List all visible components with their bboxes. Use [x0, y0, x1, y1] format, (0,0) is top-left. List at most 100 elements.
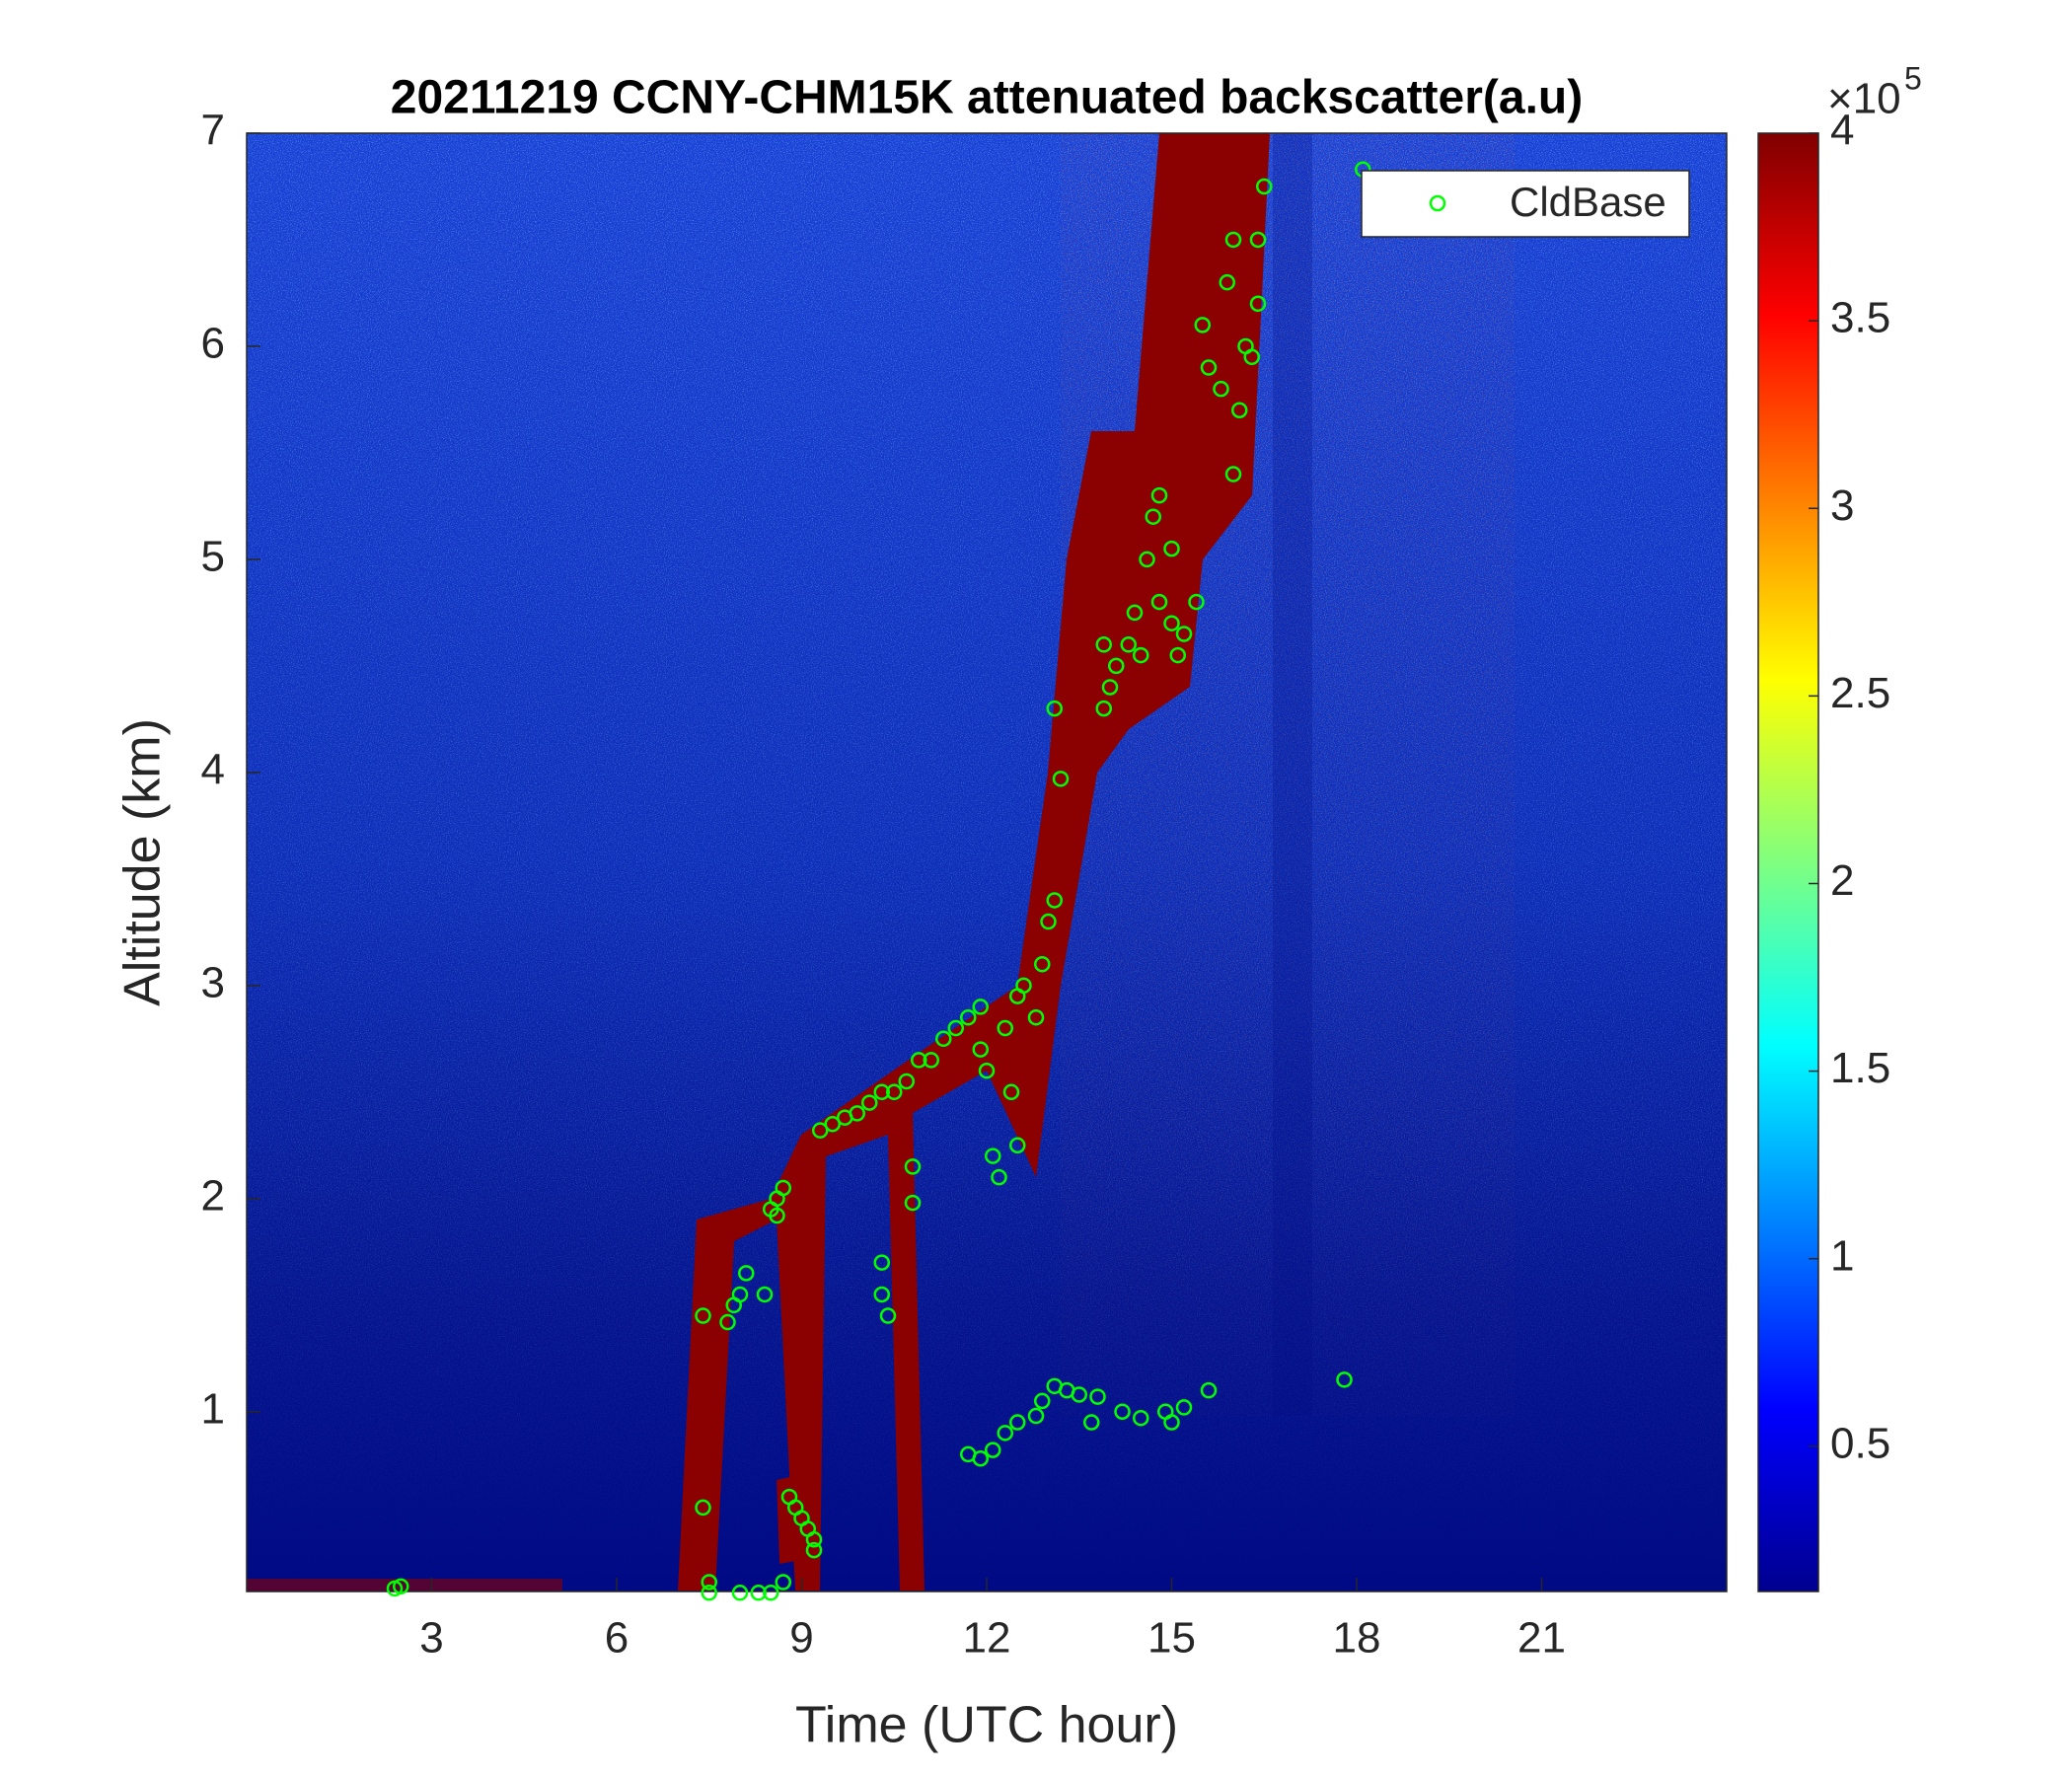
cloud-base-point — [1175, 1399, 1193, 1416]
chart-title: 20211219 CCNY-CHM15K attenuated backscat… — [391, 72, 1583, 124]
cloud-base-point — [849, 1105, 865, 1122]
cloud-base-point — [1175, 626, 1193, 642]
cloud-base-point — [701, 1585, 717, 1601]
colorbar-tick-label: 1.5 — [1830, 1044, 1890, 1092]
cloud-base-point — [731, 1286, 749, 1303]
cloud-base-point — [972, 1041, 989, 1058]
y-tick-label: 6 — [201, 320, 225, 368]
cloud-base-point — [1027, 1008, 1045, 1026]
cloud-base-point — [1150, 593, 1168, 611]
cloud-base-point — [923, 1052, 939, 1069]
y-tick-label: 3 — [201, 958, 225, 1006]
cloud-base-point — [904, 1194, 922, 1212]
cloud-base-point — [1052, 771, 1070, 787]
cloud-base-point — [775, 1179, 791, 1197]
colorbar-tick-label: 2.5 — [1830, 669, 1890, 717]
cloud-base-point — [960, 1008, 977, 1026]
x-tick-label: 6 — [605, 1614, 629, 1663]
colorbar-tick-label: 2 — [1830, 856, 1854, 905]
y-tick-label: 5 — [201, 533, 225, 581]
x-tick-label: 3 — [419, 1614, 443, 1663]
colorbar — [1757, 132, 1819, 1592]
cloud-base-point — [1224, 231, 1242, 249]
cloud-base-point — [1009, 1414, 1026, 1431]
cloud-base-point — [719, 1313, 736, 1331]
legend-marker — [1429, 194, 1446, 212]
cloud-base-point — [972, 1449, 989, 1467]
cloud-base-point — [978, 1062, 996, 1079]
cloud-base-point — [805, 1531, 823, 1548]
cloud-base-point — [861, 1094, 878, 1111]
x-tick-label: 9 — [789, 1614, 813, 1663]
cloud-base-point — [873, 1286, 890, 1303]
cloud-base-point — [1219, 273, 1235, 291]
cloud-base-points — [386, 161, 1371, 1601]
cloud-base-point — [1200, 359, 1218, 376]
cloud-base-point — [873, 1083, 890, 1101]
cloud-base-point — [1095, 636, 1112, 653]
cloud-base-point — [731, 1585, 749, 1601]
cloud-base-point — [769, 1207, 785, 1224]
legend-box — [1361, 170, 1690, 238]
cloud-base-point — [1034, 955, 1051, 973]
cloud-base-point — [695, 1307, 711, 1324]
cloud-base-point — [1194, 317, 1211, 333]
cloud-base-point — [1002, 1083, 1020, 1101]
cloud-base-point — [750, 1585, 767, 1601]
cloud-base-point — [1169, 646, 1186, 664]
colorbar-tick-label: 3 — [1830, 481, 1854, 530]
cloud-base-point — [1071, 1386, 1087, 1403]
cloud-base-point — [1133, 646, 1149, 664]
cloud-base-point — [393, 1578, 409, 1595]
cloud-base-point — [738, 1265, 755, 1282]
cloud-base-point — [904, 1158, 922, 1175]
legend: CldBase — [1361, 170, 1690, 238]
cloud-base-point — [1133, 1409, 1149, 1427]
x-axis-label: Time (UTC hour) — [795, 1697, 1178, 1754]
cloud-base-point — [1213, 380, 1229, 398]
cloud-base-point — [1126, 604, 1144, 622]
y-tick-label: 1 — [201, 1384, 225, 1433]
backscatter-image — [247, 133, 1727, 1591]
cloud-base-point — [1249, 295, 1267, 313]
cloud-base-point — [1108, 657, 1125, 675]
cloud-base-point — [1040, 913, 1057, 930]
y-tick-label: 4 — [201, 745, 225, 793]
cloud-base-point — [873, 1254, 890, 1271]
cloud-base-point — [879, 1307, 897, 1324]
cloud-base-point — [805, 1541, 823, 1559]
cloud-base-point — [1150, 486, 1168, 504]
cloud-base-point — [1224, 466, 1242, 482]
cloud-base-point — [991, 1168, 1007, 1186]
cloud-base-point — [1336, 1371, 1353, 1388]
y-axis-label: Altitude (km) — [114, 718, 172, 1006]
cloud-base-point — [1163, 540, 1180, 557]
cloud-base-point — [775, 1574, 791, 1591]
cloud-base-point — [947, 1019, 964, 1037]
cloud-base-point — [1163, 615, 1180, 631]
x-tick-label: 15 — [1147, 1614, 1196, 1663]
cloud-base-point — [997, 1019, 1013, 1037]
y-tick-label: 2 — [201, 1171, 225, 1220]
colorbar-exponent: 5 — [1904, 60, 1922, 96]
cloud-base-point — [695, 1499, 711, 1517]
cloud-base-point — [824, 1115, 841, 1133]
cloud-base-point — [1163, 1414, 1180, 1431]
cloud-base-point — [701, 1574, 717, 1591]
cloud-base-point — [1200, 1381, 1218, 1399]
colorbar-tick-label: 0.5 — [1830, 1419, 1890, 1467]
cloud-base-point — [1139, 551, 1155, 568]
cloud-base-point — [985, 1442, 1001, 1458]
cloud-base-point — [1009, 1137, 1026, 1154]
cloud-base-point — [1015, 977, 1032, 995]
x-tick-label: 12 — [963, 1614, 1011, 1663]
cloud-base-point — [997, 1425, 1013, 1442]
cloud-base-point — [1034, 1392, 1051, 1410]
cloud-base-point — [763, 1585, 779, 1601]
cloud-base-point — [1046, 892, 1063, 909]
cloud-base-point — [985, 1147, 1001, 1164]
legend-label: CldBase — [1510, 179, 1666, 225]
cloud-base-point — [886, 1083, 903, 1101]
